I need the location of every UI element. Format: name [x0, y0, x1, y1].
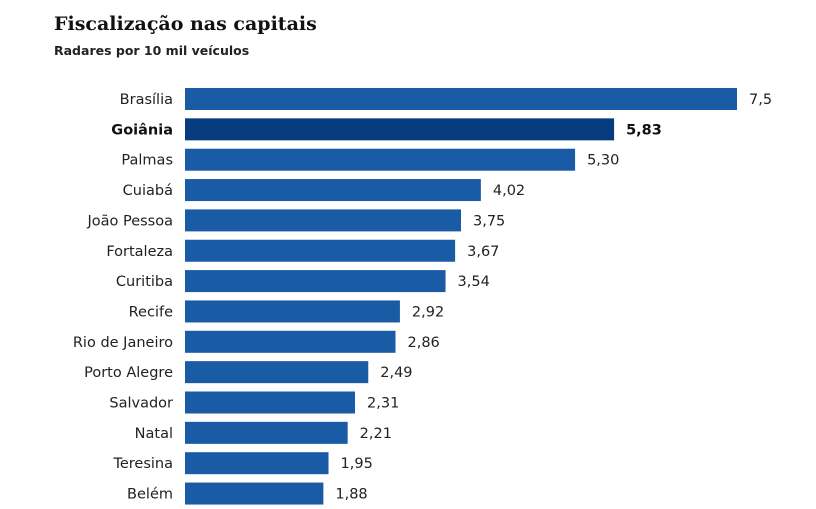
value-label: 3,67 — [467, 244, 499, 260]
category-label: Natal — [135, 426, 173, 442]
value-label: 2,21 — [360, 426, 392, 442]
category-label: Recife — [129, 304, 173, 320]
value-label: 2,31 — [367, 396, 399, 412]
value-label: 2,49 — [380, 365, 412, 381]
value-label: 3,54 — [458, 274, 490, 290]
bar-9 — [185, 361, 369, 384]
value-label: 1,88 — [335, 487, 367, 503]
bar-0 — [185, 88, 737, 110]
bar-11 — [185, 421, 348, 444]
category-label: Porto Alegre — [84, 365, 173, 381]
category-label: Rio de Janeiro — [73, 335, 173, 351]
value-label: 4,02 — [493, 183, 525, 199]
category-label: Salvador — [109, 396, 173, 412]
value-label: 5,30 — [587, 153, 619, 169]
value-label: 3,75 — [473, 213, 505, 229]
bar-6 — [185, 270, 446, 293]
category-label: Teresina — [112, 456, 173, 472]
bar-7 — [185, 300, 400, 323]
category-label: Goiânia — [111, 122, 173, 138]
category-label: Belém — [127, 487, 173, 503]
value-label: 7,5 — [749, 92, 772, 108]
category-label: Brasília — [120, 92, 173, 108]
bar-4 — [185, 209, 461, 232]
bar-12 — [185, 452, 329, 475]
bar-10 — [185, 391, 356, 414]
category-label: Fortaleza — [106, 244, 173, 260]
bar-13 — [185, 482, 324, 505]
value-label: 2,86 — [407, 335, 439, 351]
value-label: 2,92 — [412, 304, 444, 320]
category-label: Palmas — [121, 153, 173, 169]
bar-5 — [185, 239, 456, 262]
bar-8 — [185, 330, 396, 353]
bar-1 — [185, 118, 615, 141]
chart-title: Fiscalização nas capitais — [54, 13, 317, 35]
chart-subtitle: Radares por 10 mil veículos — [54, 43, 250, 58]
value-label: 1,95 — [341, 456, 373, 472]
category-label: Cuiabá — [123, 183, 173, 199]
category-label: Curitiba — [116, 274, 173, 290]
category-label: João Pessoa — [86, 213, 173, 229]
bar-3 — [185, 179, 481, 202]
bar-2 — [185, 148, 576, 171]
value-label: 5,83 — [626, 122, 662, 138]
